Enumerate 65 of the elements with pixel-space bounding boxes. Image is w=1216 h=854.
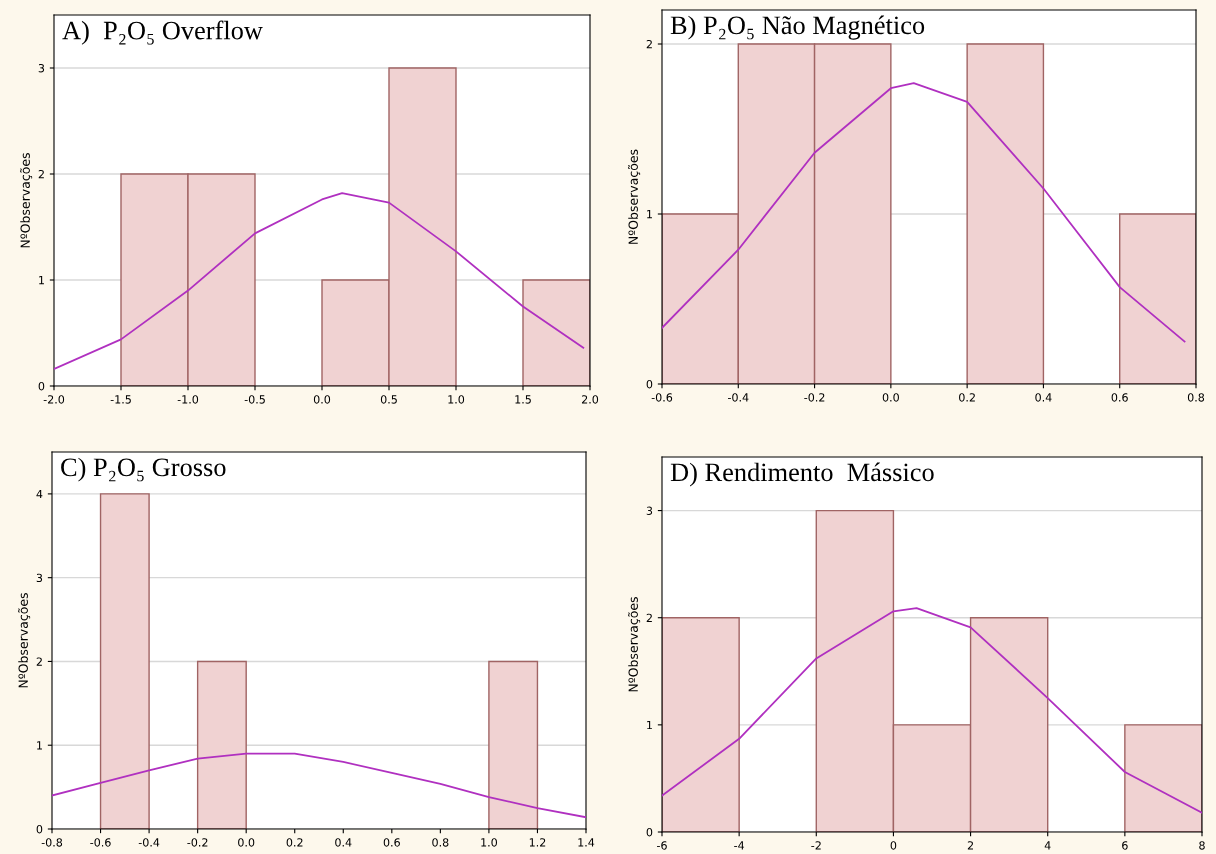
- x-tick-label: -0.5: [244, 395, 265, 404]
- x-tick-label: 0.4: [335, 838, 352, 847]
- x-tick-label: 2.0: [581, 395, 599, 404]
- chart-title: C) P₂O₅ Grosso: [61, 457, 226, 482]
- x-tick-label: -0.6: [90, 838, 111, 847]
- y-tick-label: 2: [646, 613, 652, 622]
- x-tick-label: -6: [657, 841, 667, 850]
- x-tick-label: 1.0: [481, 838, 498, 847]
- x-tick-label: 0.0: [238, 838, 255, 847]
- line-series: [54, 192, 585, 370]
- x-tick-label: 0.2: [959, 393, 975, 402]
- y-tick-label: 0: [38, 381, 45, 391]
- y-axis-title: NºObservações: [18, 593, 31, 688]
- x-tick-label: 0.4: [1035, 393, 1052, 402]
- x-tick-label: 0.0: [313, 395, 331, 404]
- y-tick-label: 2: [38, 169, 44, 179]
- y-tick-label: 1: [39, 276, 44, 285]
- x-tick-label: 6: [1122, 841, 1128, 850]
- y-tick-label: 0: [646, 827, 653, 837]
- x-tick-label: 1.2: [529, 838, 546, 847]
- x-tick-label: -2: [811, 841, 821, 850]
- line-series: [662, 82, 1186, 343]
- x-tick-label: 0.0: [882, 393, 899, 402]
- x-tick-label: -1.0: [177, 395, 199, 404]
- x-tick-label: 0.6: [383, 838, 400, 847]
- x-tick-label: -0.2: [804, 393, 825, 402]
- x-tick-label: 1.0: [448, 395, 465, 404]
- line-series: [52, 752, 586, 819]
- x-tick-label: -1.5: [110, 395, 131, 404]
- x-tick-label: 2: [967, 841, 973, 850]
- y-tick-label: 2: [36, 657, 42, 666]
- line-series: [662, 607, 1202, 814]
- x-tick-label: -2.0: [43, 395, 65, 404]
- x-tick-label: 0: [890, 841, 897, 850]
- y-axis-title: NºObservações: [628, 597, 641, 692]
- y-axis-title: NºObservações: [20, 153, 33, 248]
- y-tick-label: 0: [646, 379, 653, 389]
- y-tick-label: 1: [37, 741, 42, 750]
- x-tick-label: 0.5: [380, 395, 397, 404]
- y-axis-title: NºObservações: [628, 149, 641, 244]
- x-tick-label: 0.8: [1187, 393, 1205, 402]
- x-tick-label: -4: [734, 841, 745, 850]
- x-tick-label: 0.8: [432, 838, 449, 847]
- x-tick-label: -0.4: [138, 838, 160, 847]
- chart-title: B) P₂O₅ Não Magnético: [670, 15, 925, 40]
- x-tick-label: 8: [1199, 841, 1205, 850]
- chart-title: D) Rendimento Mássico: [670, 462, 934, 487]
- y-tick-label: 4: [36, 490, 43, 499]
- y-tick-label: 1: [647, 210, 652, 219]
- y-tick-label: 3: [38, 63, 45, 73]
- x-tick-label: -0.4: [727, 393, 749, 402]
- x-tick-label: 0.2: [286, 838, 303, 847]
- y-tick-label: 3: [646, 506, 653, 515]
- x-tick-label: 0.6: [1111, 393, 1128, 402]
- x-tick-label: -0.8: [41, 838, 63, 847]
- x-tick-label: -0.2: [187, 838, 208, 847]
- x-tick-label: 1.5: [515, 395, 531, 404]
- y-tick-label: 3: [36, 573, 43, 583]
- x-tick-label: -0.6: [651, 393, 673, 402]
- x-tick-label: 4: [1044, 841, 1051, 850]
- x-tick-label: 1.4: [578, 838, 595, 847]
- y-tick-label: 1: [647, 720, 652, 730]
- y-tick-label: 0: [36, 824, 43, 834]
- chart-title: A) P₂O₅ Overflow: [62, 20, 263, 45]
- y-tick-label: 2: [646, 39, 652, 49]
